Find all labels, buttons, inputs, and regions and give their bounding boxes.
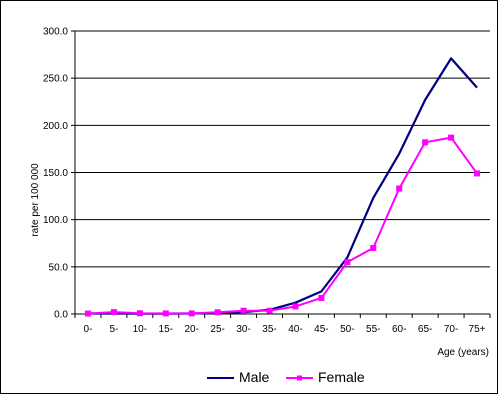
x-tick-label: 40- [288, 324, 302, 335]
data-point-female [422, 139, 429, 146]
data-point-female [214, 309, 221, 316]
legend-item-female: Female [286, 369, 365, 385]
y-tick-label: 100.0 [43, 215, 68, 226]
y-tick-label: 50.0 [49, 262, 69, 273]
axes: 0.0 50.0 100.0 150.0 200.0 250.0 300.0 0- 5- 10- 1… [43, 27, 491, 335]
data-point-female [448, 134, 455, 141]
data-point-female [84, 310, 91, 317]
x-tick-label: 0- [84, 324, 93, 335]
series-lines [84, 57, 481, 317]
y-tick-label: 250.0 [43, 74, 68, 85]
x-tick-label: 20- [184, 324, 198, 335]
y-axis-title: rate per 100 000 [30, 163, 41, 237]
legend: Male Female [207, 369, 365, 385]
legend-item-male: Male [207, 369, 270, 385]
x-axis-title: Age (years) [437, 347, 489, 358]
y-tick-label: 200.0 [43, 121, 68, 132]
series-line-female [87, 136, 478, 315]
x-tick-label: 25- [210, 324, 224, 335]
legend-marker [297, 375, 302, 381]
y-tick-label: 300.0 [43, 27, 68, 38]
data-point-female [318, 294, 325, 301]
data-point-female [162, 310, 169, 317]
x-tick-label: 70- [444, 324, 458, 335]
x-tick-label: 5- [109, 324, 118, 335]
data-point-female [396, 185, 403, 192]
data-point-female [344, 259, 351, 266]
y-tick-label: 150.0 [43, 168, 68, 179]
x-tick-label: 55- [366, 324, 380, 335]
legend-label: Female [318, 369, 365, 385]
x-tick-label: 60- [392, 324, 406, 335]
y-tick-label: 0.0 [54, 310, 68, 321]
data-point-female [110, 309, 117, 316]
x-tick-label: 65- [418, 324, 432, 335]
gridlines [75, 30, 490, 268]
x-tick-label: 45- [314, 324, 328, 335]
data-point-female [370, 244, 377, 251]
data-point-female [240, 307, 247, 314]
x-tick-label: 50- [340, 324, 354, 335]
x-tick-label: 15- [159, 324, 173, 335]
data-point-female [292, 303, 299, 310]
x-tick-label: 35- [262, 324, 276, 335]
data-point-female [136, 310, 143, 317]
axis-labels: rate per 100 000 Age (years) [30, 163, 489, 358]
x-tick-label: 75+ [469, 324, 486, 335]
x-tick-label: 10- [133, 324, 147, 335]
x-tick-label: 30- [236, 324, 250, 335]
legend-label: Male [239, 369, 270, 385]
data-point-female [474, 170, 481, 177]
data-point-female [188, 310, 195, 317]
data-point-female [266, 307, 273, 314]
